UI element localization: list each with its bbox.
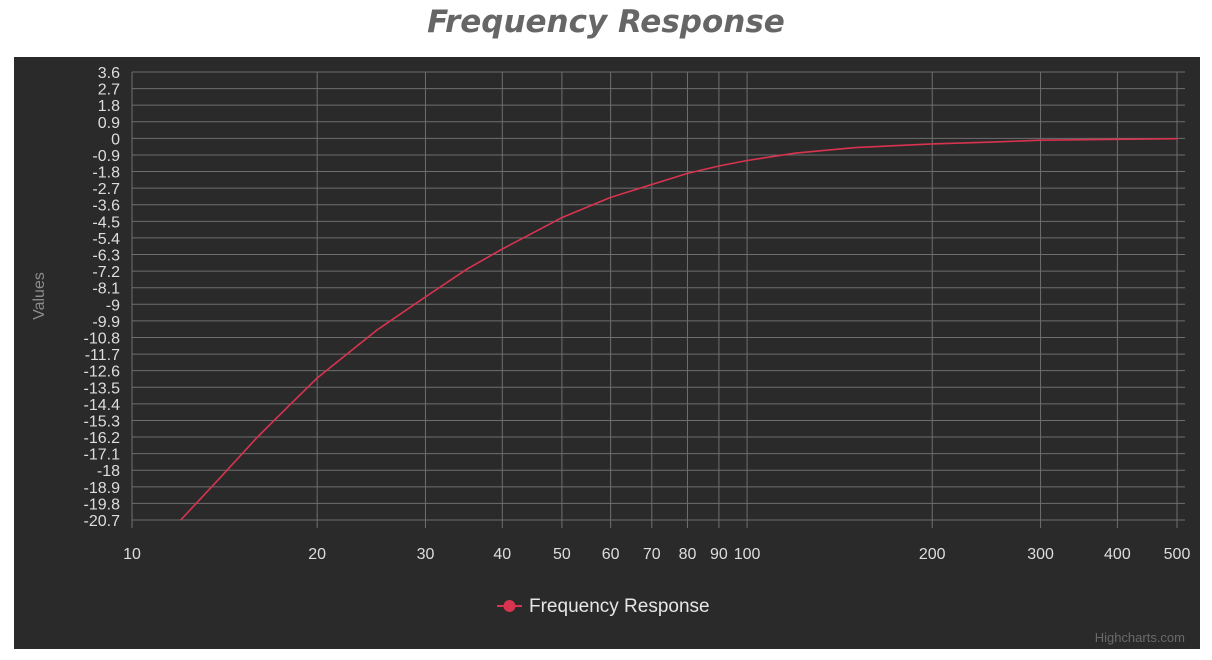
x-tick-label: 70	[643, 546, 661, 563]
x-tick-label: 30	[417, 546, 435, 563]
x-tick-label: 60	[602, 546, 620, 563]
y-tick-label: -18	[97, 463, 120, 480]
y-tick-label: -17.1	[84, 447, 121, 464]
y-tick-label: -7.2	[92, 264, 120, 281]
x-tick-label: 40	[493, 546, 511, 563]
y-axis-title: Values	[31, 272, 48, 320]
y-tick-label: -19.8	[84, 496, 121, 513]
y-tick-label: -2.7	[92, 181, 120, 198]
y-tick-label: -4.5	[92, 214, 120, 231]
y-tick-label: -3.6	[92, 198, 120, 215]
y-tick-label: -9	[106, 297, 120, 314]
x-tick-label: 80	[679, 546, 697, 563]
x-axis-ticks: 10 20 30 40 50 60 70 80 90 100 200 300 400 500	[123, 546, 1190, 563]
y-tick-label: 0	[111, 131, 120, 148]
legend-series-marker[interactable]	[503, 600, 516, 612]
y-tick-label: 1.8	[98, 98, 120, 115]
x-tick-label: 50	[553, 546, 571, 563]
y-tick-label: -16.2	[84, 430, 121, 447]
y-tick-label: -10.8	[84, 330, 121, 347]
y-tick-label: -0.9	[92, 148, 120, 165]
y-tick-label: -5.4	[92, 231, 120, 248]
y-tick-label: -14.4	[84, 397, 121, 414]
x-tick-label: 400	[1104, 546, 1131, 563]
y-tick-label: -18.9	[84, 480, 121, 497]
y-tick-label: 2.7	[98, 82, 120, 99]
y-tick-label: 3.6	[98, 65, 120, 82]
x-tick-label: 20	[308, 546, 326, 563]
series-line-frequency-response[interactable]	[180, 137, 1178, 521]
x-tick-label: 500	[1164, 546, 1191, 563]
legend[interactable]: Frequency Response	[497, 596, 710, 617]
x-tick-label: 100	[734, 546, 761, 563]
y-tick-label: -6.3	[92, 248, 120, 265]
chart-panel: 3.6 2.7 1.8 0.9 0 -0.9 -1.8 -2.7 -3.6 -4.5 -5.4 -6.…	[14, 57, 1200, 649]
y-tick-label: -12.6	[84, 364, 121, 381]
x-tick-label: 200	[919, 546, 946, 563]
y-tick-label: -9.9	[92, 314, 120, 331]
y-tick-label: -8.1	[92, 281, 120, 298]
y-tick-label: -13.5	[84, 380, 121, 397]
y-tick-label: -15.3	[84, 413, 121, 430]
x-tick-label: 300	[1027, 546, 1054, 563]
chart-svg: 3.62.71.80.90-0.9-1.8-2.7-3.6-4.5-5.4-6.…	[31, 65, 1190, 645]
highcharts-credit[interactable]: Highcharts.com	[1095, 630, 1185, 645]
y-tick-label: -11.7	[85, 347, 120, 364]
series-group[interactable]	[180, 137, 1178, 521]
chart-title: Frequency Response	[427, 4, 785, 40]
legend-series-label[interactable]: Frequency Response	[529, 596, 710, 617]
y-axis-ticks: 3.62.71.80.90-0.9-1.8-2.7-3.6-4.5-5.4-6.…	[84, 65, 121, 530]
grid-lines	[131, 71, 1185, 528]
x-tick-label: 90	[710, 546, 728, 563]
y-tick-label: 0.9	[98, 115, 120, 132]
x-tick-label: 10	[123, 546, 141, 563]
y-tick-label: -1.8	[92, 165, 120, 182]
y-tick-label: -20.7	[84, 513, 121, 530]
